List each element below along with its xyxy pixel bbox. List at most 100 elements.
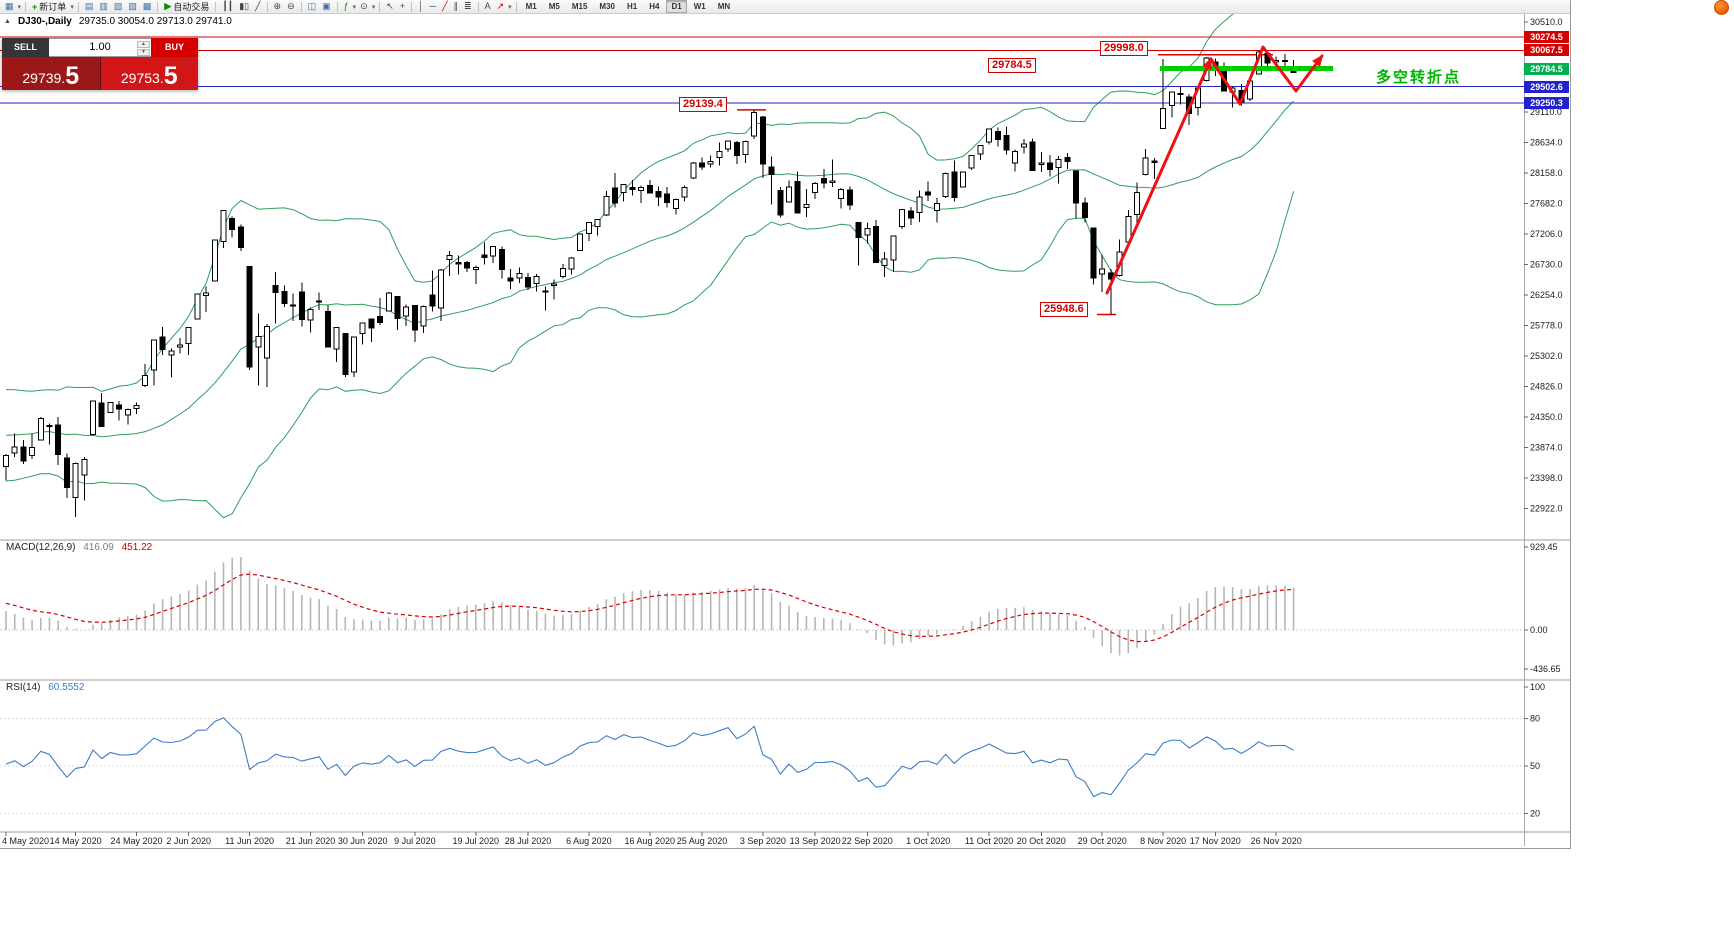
indicators-caret[interactable]: ▾ <box>352 3 357 11</box>
date-axis-label: 24 May 2020 <box>110 836 162 846</box>
rsi-indicator-header: RSI(14) 60.5552 <box>6 682 84 693</box>
candle <box>899 209 906 228</box>
channel-icon[interactable]: ∥ <box>453 1 458 11</box>
chart-window-icon[interactable]: ▦ <box>5 1 14 11</box>
candle <box>881 258 888 267</box>
price-annotation-label[interactable]: 29784.5 <box>988 58 1036 73</box>
chart-area[interactable]: 30510.0 29110.0 28634.0 28158.0 27682.0 27206… <box>0 14 1570 848</box>
candle <box>1290 70 1297 73</box>
candle <box>351 336 357 373</box>
candle <box>142 375 149 387</box>
cursor-icon[interactable]: ↖ <box>386 1 394 11</box>
navigator-icon[interactable]: ▧ <box>113 1 123 11</box>
autotrading-button-label: 自动交易 <box>173 2 210 12</box>
candle <box>124 409 131 416</box>
timeframe-W1[interactable]: W1 <box>693 2 706 11</box>
toolbar-separator <box>157 1 159 12</box>
market-watch-icon[interactable]: ▤ <box>84 1 94 11</box>
candle <box>342 333 349 375</box>
volume-input[interactable]: 1.00 ▲ ▼ <box>49 38 151 57</box>
candle <box>133 405 140 410</box>
trend-arrow[interactable] <box>1209 45 1324 106</box>
price-annotation-label[interactable]: 25948.6 <box>1040 302 1088 317</box>
shapes-caret[interactable]: ▾ <box>508 3 512 11</box>
cascade-windows-icon[interactable]: ▣ <box>322 1 331 11</box>
date-axis-label: 13 Sep 2020 <box>790 836 841 846</box>
sell-price-value: 29739. 5 <box>2 57 100 90</box>
candle <box>385 292 392 312</box>
candle <box>646 185 653 194</box>
zoom-in-icon[interactable]: ⊕ <box>273 1 282 11</box>
trend-arrow[interactable] <box>1105 57 1213 295</box>
timeframe-M15[interactable]: M15 <box>571 2 588 11</box>
timeframe-M5[interactable]: M5 <box>548 2 560 11</box>
date-axis-label: 2 Jun 2020 <box>166 836 211 846</box>
mt4-window: ▦ ▾ + 新订单 ▾ ▤ ▥ ▧ ▨ ▩ ▶ 自动交易 ┃┃ ▮▯ ╱ ⊕ ⊖ ◫ ▣ ƒ ▾ ⊙ ▾ ↖ + │ ─ ╱ ∥ ≣ A ↗ ▾… <box>0 0 1571 849</box>
zoom-out-icon[interactable]: ⊖ <box>287 1 295 11</box>
candle <box>316 300 323 303</box>
date-axis-label: 22 Sep 2020 <box>842 836 893 846</box>
candle <box>72 463 79 498</box>
text-tool-icon[interactable]: A <box>484 1 491 11</box>
candle <box>185 327 192 344</box>
autotrading-button[interactable]: ▶ 自动交易 <box>161 0 212 13</box>
floating-orange-button[interactable] <box>1714 0 1729 15</box>
volume-increase-button[interactable]: ▲ <box>137 41 150 48</box>
sell-price-panel[interactable]: 29739. 5 <box>2 57 101 90</box>
fibonacci-icon[interactable]: ≣ <box>463 1 472 11</box>
timeframe-MN[interactable]: MN <box>717 2 731 11</box>
candlestick-chart-icon[interactable]: ▮▯ <box>239 1 250 11</box>
candle <box>1003 135 1010 151</box>
vertical-line-icon[interactable]: │ <box>418 1 424 11</box>
buy-button[interactable]: BUY <box>151 38 198 57</box>
horizontal-line-icon[interactable]: ─ <box>429 1 437 11</box>
collapse-triangle-icon[interactable]: ▲ <box>4 18 11 25</box>
periods-caret[interactable]: ▾ <box>371 3 376 11</box>
buy-price-panel[interactable]: 29753. 5 <box>100 57 198 90</box>
arrows-tool-icon[interactable]: ↗ <box>496 1 505 11</box>
strategy-tester-icon[interactable]: ▩ <box>142 1 152 11</box>
candle <box>272 285 279 294</box>
candle <box>298 291 305 320</box>
ohlc-values: 29735.0 30054.0 29713.0 29741.0 <box>78 16 232 27</box>
sell-button[interactable]: SELL <box>2 38 49 57</box>
candle <box>1281 60 1288 62</box>
timeframe-M30[interactable]: M30 <box>599 2 615 11</box>
terminal-icon[interactable]: ▨ <box>128 1 137 11</box>
crosshair-icon[interactable]: + <box>399 1 406 11</box>
price-annotation-label[interactable]: 29139.4 <box>679 97 727 112</box>
price-badge: 30274.5 <box>1524 31 1569 43</box>
volume-decrease-button[interactable]: ▼ <box>137 49 150 56</box>
new-order-button[interactable]: + 新订单 <box>29 0 69 13</box>
turning-point-note[interactable]: 多空转折点 <box>1376 69 1462 86</box>
candle <box>394 296 401 319</box>
candle <box>1177 92 1184 96</box>
price-axis-tick: 27206.0 <box>1530 229 1563 239</box>
chart-window-caret[interactable]: ▾ <box>17 3 22 11</box>
timeframe-D1[interactable]: D1 <box>666 0 687 13</box>
candle <box>411 305 418 331</box>
rsi-axis-tick: 50 <box>1530 761 1540 771</box>
candle <box>864 228 871 236</box>
periods-icon[interactable]: ⊙ <box>360 1 368 11</box>
indicators-icon[interactable]: ƒ <box>343 1 349 11</box>
price-axis-tick: 25778.0 <box>1530 320 1563 330</box>
macd-main-value: 416.09 <box>83 542 114 553</box>
trendline-icon[interactable]: ╱ <box>442 1 448 11</box>
candle <box>960 171 966 188</box>
data-window-icon[interactable]: ▥ <box>99 1 108 11</box>
tile-windows-icon[interactable]: ◫ <box>307 1 317 11</box>
bar-chart-icon[interactable]: ┃┃ <box>222 1 234 11</box>
timeframe-M1[interactable]: M1 <box>525 2 537 11</box>
price-axis-tick: 24826.0 <box>1530 382 1563 392</box>
new-order-caret[interactable]: ▾ <box>70 3 74 11</box>
chart-canvas[interactable]: 30510.0 29110.0 28634.0 28158.0 27682.0 27206… <box>0 14 1570 848</box>
candle <box>681 187 688 198</box>
main-toolbar: ▦ ▾ + 新订单 ▾ ▤ ▥ ▧ ▨ ▩ ▶ 自动交易 ┃┃ ▮▯ ╱ ⊕ ⊖ ◫ ▣ ƒ ▾ ⊙ ▾ ↖ + │ ─ ╱ ∥ ≣ A ↗ ▾… <box>0 0 1570 14</box>
price-annotation-label[interactable]: 29998.0 <box>1100 41 1148 56</box>
timeframe-H1[interactable]: H1 <box>626 2 638 11</box>
autotrading-button-icon: ▶ <box>164 1 172 11</box>
candle <box>977 144 984 155</box>
line-chart-icon[interactable]: ╱ <box>255 1 261 11</box>
timeframe-H4[interactable]: H4 <box>649 2 660 11</box>
